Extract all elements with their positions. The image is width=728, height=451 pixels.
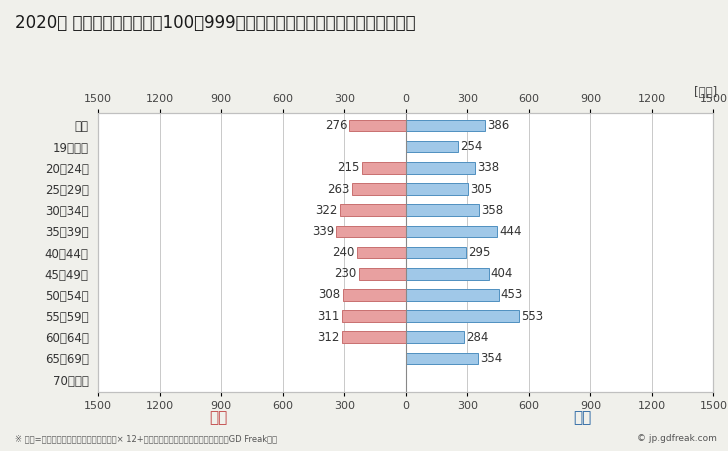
Text: 男性: 男性 [573,410,592,425]
Text: 553: 553 [521,309,543,322]
Bar [362,162,406,174]
Text: 308: 308 [319,289,341,301]
Bar [406,353,478,364]
Text: 339: 339 [312,225,334,238]
Text: 284: 284 [466,331,488,344]
Text: 358: 358 [481,204,504,216]
Bar [406,204,479,216]
Text: 295: 295 [468,246,491,259]
Text: 230: 230 [334,267,357,280]
Bar [359,268,406,280]
Text: 338: 338 [478,161,499,175]
Text: 女性: 女性 [209,410,228,425]
Text: © jp.gdfreak.com: © jp.gdfreak.com [637,434,717,443]
Bar [406,183,468,195]
Bar [357,247,406,258]
Text: 215: 215 [337,161,360,175]
Text: 453: 453 [501,289,523,301]
Bar [406,310,519,322]
Bar [352,183,406,195]
Text: 322: 322 [315,204,338,216]
Bar [406,162,475,174]
Bar [406,226,497,237]
Bar [340,204,406,216]
Bar [406,331,464,343]
Text: 240: 240 [332,246,355,259]
Text: 254: 254 [460,140,483,153]
Text: ※ 年収=「きまって支給する現金給与額」× 12+「年間賞与その他特別給与額」としてGD Freak推計: ※ 年収=「きまって支給する現金給与額」× 12+「年間賞与その他特別給与額」と… [15,434,277,443]
Bar [343,289,406,301]
Text: 305: 305 [470,183,493,196]
Bar [342,331,406,343]
Bar [406,120,485,131]
Text: 263: 263 [328,183,350,196]
Bar [406,247,467,258]
Bar [406,141,458,152]
Bar [406,268,488,280]
Text: 312: 312 [317,331,340,344]
Text: 311: 311 [317,309,340,322]
Text: 404: 404 [491,267,513,280]
Bar [336,226,406,237]
Text: 2020年 民間企業（従業者数100〜999人）フルタイム労働者の男女別平均年収: 2020年 民間企業（従業者数100〜999人）フルタイム労働者の男女別平均年収 [15,14,415,32]
Bar [406,289,499,301]
Text: [万円]: [万円] [694,86,717,99]
Text: 276: 276 [325,119,347,132]
Text: 354: 354 [480,352,503,365]
Text: 444: 444 [499,225,521,238]
Bar [349,120,406,131]
Text: 386: 386 [487,119,510,132]
Bar [342,310,406,322]
